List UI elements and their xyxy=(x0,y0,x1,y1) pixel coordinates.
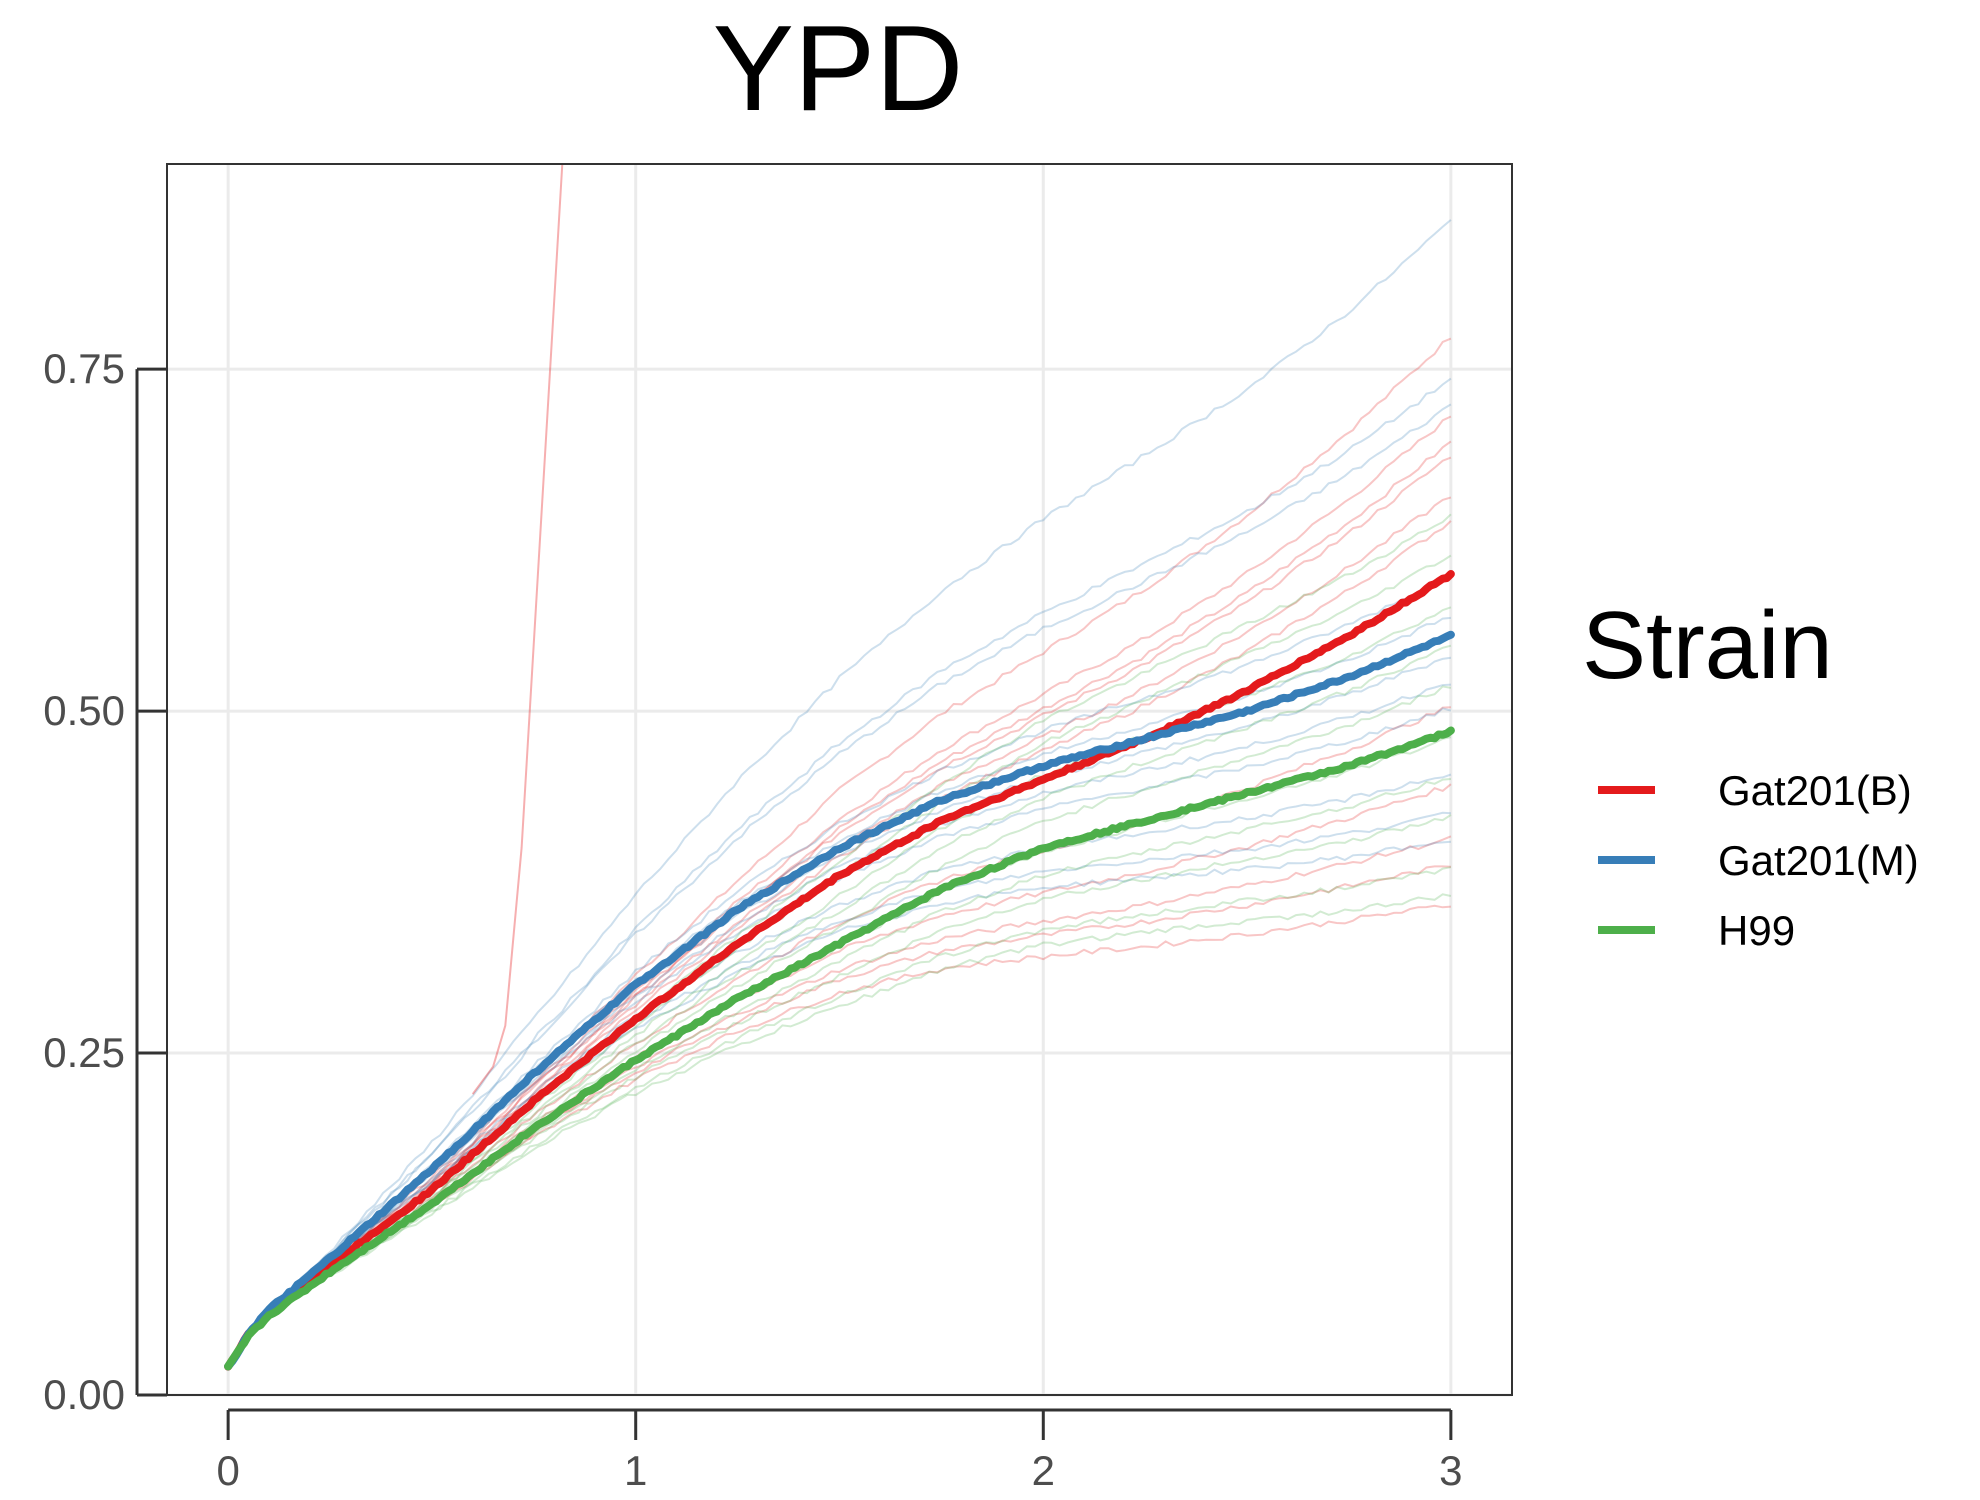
chart-title: YPD xyxy=(713,0,964,136)
axes: 0.00 0.25 0.50 0.75 0 1 2 3 xyxy=(43,345,1462,1494)
replicate-line xyxy=(227,377,1452,1371)
replicate-line xyxy=(227,893,1452,1370)
y-tick-label: 0.25 xyxy=(43,1029,125,1076)
replicate-line xyxy=(227,415,1452,1371)
series-lines xyxy=(224,570,1455,1371)
replicate-line xyxy=(227,835,1452,1369)
outlier-replicate-line xyxy=(471,163,564,1095)
x-tick-label: 2 xyxy=(1032,1447,1055,1494)
replicate-line xyxy=(227,814,1452,1368)
series-line xyxy=(224,570,1455,1371)
replicate-line xyxy=(227,644,1452,1370)
replicate-line xyxy=(227,811,1451,1367)
replicate-line xyxy=(227,736,1452,1366)
replicate-line xyxy=(227,773,1452,1368)
y-tick-label: 0.00 xyxy=(43,1371,125,1418)
replicate-line xyxy=(227,616,1451,1370)
legend-title: Strain xyxy=(1582,592,1833,699)
legend-label: Gat201(M) xyxy=(1718,837,1919,884)
replicate-line xyxy=(227,866,1452,1368)
replicate-line xyxy=(227,440,1452,1370)
legend: Strain Gat201(B) Gat201(M) H99 xyxy=(1582,592,1919,954)
series-line xyxy=(224,726,1455,1371)
replicate-line xyxy=(227,219,1452,1368)
x-tick-label: 3 xyxy=(1439,1447,1462,1494)
x-tick-label: 1 xyxy=(624,1447,647,1494)
x-tick-label: 0 xyxy=(216,1447,239,1494)
replicate-line xyxy=(227,707,1452,1371)
replicate-line xyxy=(227,337,1452,1369)
series-line xyxy=(224,630,1455,1371)
plot-panel-border xyxy=(166,163,1513,1396)
replicate-line xyxy=(227,706,1451,1370)
y-tick-label: 0.50 xyxy=(43,687,125,734)
legend-label: H99 xyxy=(1718,907,1795,954)
replicate-line xyxy=(227,403,1452,1366)
replicate-line xyxy=(227,840,1451,1371)
y-tick-label: 0.75 xyxy=(43,345,125,392)
legend-label: Gat201(B) xyxy=(1718,767,1912,814)
replicate-line xyxy=(227,456,1452,1369)
